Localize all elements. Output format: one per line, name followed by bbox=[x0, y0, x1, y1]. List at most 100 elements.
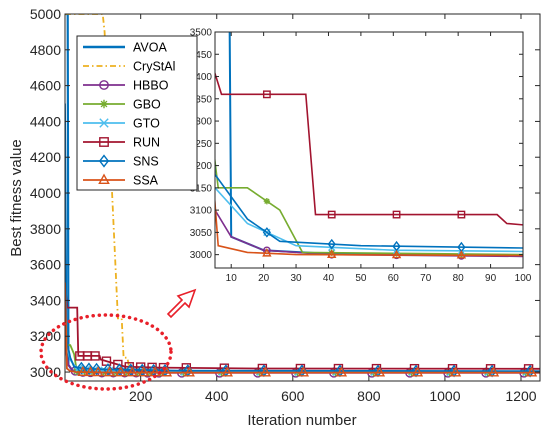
inset-background bbox=[215, 32, 523, 268]
x-tick-label: 400 bbox=[205, 388, 229, 404]
main-marker-ssa bbox=[103, 366, 116, 377]
legend-marker-gto bbox=[99, 118, 109, 128]
main-marker-ssa bbox=[526, 366, 538, 377]
main-marker-sns bbox=[84, 362, 94, 376]
inset-y-tick-label: 3050 bbox=[190, 228, 213, 239]
main-marker-ssa bbox=[160, 366, 173, 377]
inset-x-tick-label: 100 bbox=[515, 273, 532, 284]
inset-x-tick-label: 70 bbox=[420, 273, 432, 284]
legend-label-gto: GTO bbox=[133, 117, 160, 131]
main-marker-ssa bbox=[259, 366, 272, 377]
y-tick-label: 3000 bbox=[30, 364, 61, 380]
inset-x-tick-label: 30 bbox=[290, 273, 302, 284]
inset-y-tick-label: 3500 bbox=[190, 28, 213, 39]
inset-x-tick-label: 50 bbox=[355, 273, 367, 284]
inset-marker-sns bbox=[262, 227, 271, 238]
legend-box bbox=[76, 35, 198, 191]
inset-marker-gbo bbox=[458, 250, 465, 258]
legend: AVOA CryStAl HBBO GBO GTO RUN SNS SSA bbox=[76, 35, 198, 191]
legend-marker-hbbo bbox=[99, 80, 109, 90]
inset-marker-gbo bbox=[263, 198, 271, 205]
inset-line-hbbo bbox=[215, 184, 523, 258]
inset-y-tick-label: 3350 bbox=[190, 94, 213, 105]
x-tick-label: 600 bbox=[281, 388, 305, 404]
x-tick-label: 800 bbox=[357, 388, 381, 404]
x-tick-label: 1000 bbox=[429, 388, 460, 404]
y-tick-label: 3600 bbox=[30, 257, 61, 273]
inset-marker-ssa bbox=[456, 249, 467, 259]
legend-label-run: RUN bbox=[133, 136, 160, 150]
main-marker-sns bbox=[103, 363, 113, 376]
legend-label-gbo: GBO bbox=[133, 98, 161, 112]
legend-marker-gbo bbox=[99, 99, 109, 109]
main-marker-sns bbox=[76, 361, 87, 375]
main-marker-sns bbox=[91, 362, 102, 376]
inset-y-tick-label: 3300 bbox=[190, 117, 213, 128]
main-marker-run bbox=[90, 351, 100, 361]
main-marker-ssa bbox=[297, 366, 310, 377]
legend-label-ssa: SSA bbox=[133, 174, 159, 188]
inset-x-tick-label: 40 bbox=[323, 273, 335, 284]
highlight-ellipse bbox=[39, 313, 173, 391]
inset-line-ssa bbox=[215, 192, 523, 257]
x-tick-label: 1200 bbox=[505, 388, 536, 404]
y-tick-label: 4200 bbox=[30, 149, 61, 165]
main-marker-sns bbox=[114, 363, 125, 376]
main-marker-ssa bbox=[488, 366, 500, 377]
inset-marker-sns bbox=[327, 238, 336, 250]
inset-marker-run bbox=[392, 210, 401, 219]
inset-y-tick-label: 3450 bbox=[190, 50, 213, 61]
inset-y-tick-label: 3250 bbox=[190, 139, 213, 150]
inset-line-sns bbox=[215, 138, 523, 249]
main-marker-run bbox=[113, 359, 123, 370]
inset-marker-gbo bbox=[393, 250, 400, 257]
inset-marker-run bbox=[327, 210, 336, 219]
inset-x-tick-label: 60 bbox=[388, 273, 400, 284]
main-marker-ssa bbox=[335, 366, 348, 377]
inset-marker-gbo bbox=[328, 249, 335, 256]
main-marker-ssa bbox=[373, 366, 386, 377]
main-marker-ssa bbox=[92, 366, 104, 377]
y-tick-label: 4000 bbox=[30, 185, 61, 201]
inset-y-tick-label: 3400 bbox=[190, 72, 213, 83]
inset-line-gbo bbox=[215, 154, 523, 256]
inset-y-tick-label: 3100 bbox=[190, 206, 213, 217]
legend-label-hbbo: HBBO bbox=[133, 79, 169, 93]
legend-label-sns: SNS bbox=[133, 155, 159, 169]
y-tick-label: 5000 bbox=[30, 6, 61, 22]
main-plot-area: 200 400 600 800 1000 1200 3000 3200 3400 3600 3800… bbox=[30, 6, 541, 404]
annotations bbox=[39, 288, 197, 391]
main-line-ssa bbox=[65, 282, 540, 374]
inset-plot-area: 10 20 30 40 50 60 70 80 90 100 3000 3050 3100 3150 320… bbox=[190, 28, 532, 285]
legend-label-crystal: CryStAl bbox=[133, 60, 175, 74]
y-tick-label: 4600 bbox=[30, 78, 61, 94]
y-tick-label: 4400 bbox=[30, 113, 61, 129]
y-axis-label: Best fitness value bbox=[8, 139, 25, 257]
main-line-run bbox=[65, 282, 540, 370]
y-tick-label: 4800 bbox=[30, 42, 61, 58]
main-marker-ssa bbox=[84, 365, 97, 377]
main-marker-ssa bbox=[126, 366, 138, 377]
zoom-arrow-icon bbox=[166, 288, 197, 319]
inset-marker-run bbox=[262, 90, 271, 99]
legend-label-avoa: AVOA bbox=[133, 41, 167, 55]
legend-marker-sns bbox=[98, 154, 110, 168]
main-marker-ssa bbox=[183, 366, 195, 377]
inset-y-tick-label: 3200 bbox=[190, 161, 213, 172]
main-marker-ssa bbox=[411, 366, 424, 377]
inset-x-tick-label: 80 bbox=[453, 273, 465, 284]
x-axis-label: Iteration number bbox=[247, 412, 356, 429]
main-marker-ssa bbox=[115, 366, 127, 377]
inset-line-gto bbox=[215, 186, 523, 253]
inset-marker-ssa bbox=[262, 248, 272, 257]
inset-marker-ssa bbox=[327, 249, 337, 259]
inset-axes-box bbox=[214, 31, 524, 269]
inset-y-tick-label: 3150 bbox=[190, 183, 213, 194]
main-marker-ssa bbox=[221, 366, 233, 377]
inset-x-tick-label: 20 bbox=[258, 273, 270, 284]
legend-marker-ssa bbox=[98, 173, 110, 185]
main-marker-ssa bbox=[77, 365, 89, 377]
y-tick-label: 3400 bbox=[30, 292, 61, 308]
main-axes-box bbox=[64, 13, 541, 382]
